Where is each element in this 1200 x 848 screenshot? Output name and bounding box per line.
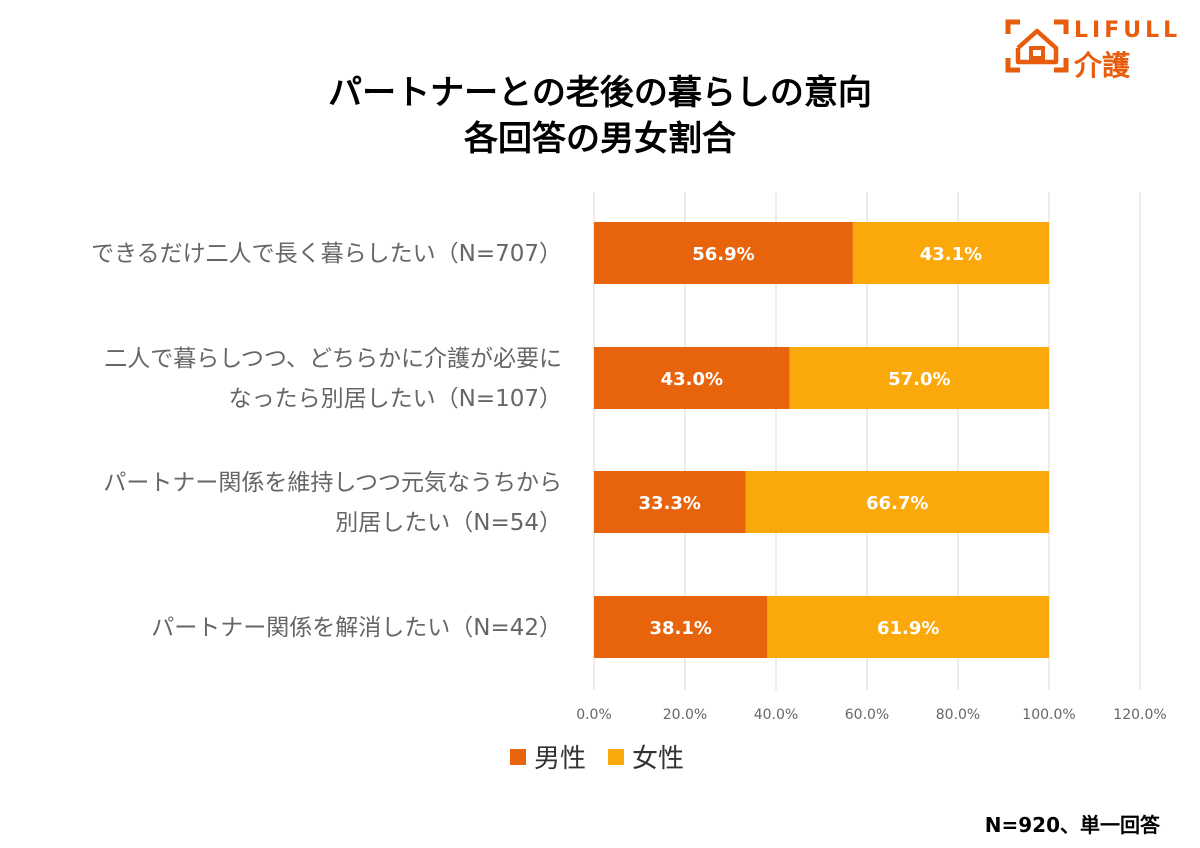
x-tick-label-6: 120.0% bbox=[1113, 707, 1166, 723]
chart-legend: 男性 女性 bbox=[510, 738, 706, 775]
category-label-2-1: 別居したい（N=54） bbox=[335, 510, 562, 536]
data-label-female-0: 43.1% bbox=[920, 244, 982, 265]
category-label-1-0: 二人で暮らしつつ、どちらかに介護が必要に bbox=[104, 346, 562, 372]
bar-male-2 bbox=[594, 471, 746, 533]
brand-jp: 介護 bbox=[1074, 49, 1131, 82]
legend-swatch-female bbox=[608, 748, 625, 765]
legend-swatch-male bbox=[510, 748, 526, 765]
category-label-2-0: パートナー関係を維持しつつ元気なうちから bbox=[103, 470, 562, 496]
legend-label-female: 女性 bbox=[632, 744, 685, 774]
category-label-3-0: パートナー関係を解消したい（N=42） bbox=[151, 615, 562, 641]
brand-logo: LIFULL 介護 bbox=[1004, 18, 1184, 82]
bar-female-1 bbox=[789, 347, 1049, 409]
legend-item-male: 男性 bbox=[510, 738, 586, 775]
chart-title-line-1: 各回答の男女割合 bbox=[464, 119, 736, 159]
x-tick-label-1: 20.0% bbox=[663, 707, 707, 723]
brand-latin: LIFULL bbox=[1074, 18, 1182, 43]
bar-male-1 bbox=[594, 347, 790, 409]
x-tick-label-0: 0.0% bbox=[576, 707, 612, 723]
legend-item-female: 女性 bbox=[608, 738, 684, 775]
data-label-female-2: 66.7% bbox=[866, 493, 928, 514]
data-label-male-1: 43.0% bbox=[661, 369, 723, 390]
data-label-male-0: 56.9% bbox=[692, 244, 754, 265]
data-label-female-3: 61.9% bbox=[877, 618, 939, 639]
x-tick-label-3: 60.0% bbox=[845, 707, 889, 723]
legend-label-male: 男性 bbox=[534, 744, 587, 774]
category-label-1-1: なったら別居したい（N=107） bbox=[229, 386, 562, 412]
category-label-0-0: できるだけ二人で長く暮らしたい（N=707） bbox=[91, 241, 562, 267]
bar-female-3 bbox=[767, 596, 1049, 658]
bar-female-2 bbox=[745, 471, 1049, 533]
bar-male-0 bbox=[594, 222, 853, 284]
x-tick-label-2: 40.0% bbox=[754, 707, 798, 723]
house-logo-icon bbox=[1005, 19, 1069, 73]
footnote: N=920、単一回答 bbox=[984, 813, 1160, 837]
data-label-male-3: 38.1% bbox=[649, 618, 711, 639]
x-tick-label-5: 100.0% bbox=[1022, 707, 1075, 723]
chart-title-line-0: パートナーとの老後の暮らしの意向 bbox=[328, 73, 872, 113]
bar-male-3 bbox=[594, 596, 768, 658]
x-tick-label-4: 80.0% bbox=[936, 707, 980, 723]
bar-female-0 bbox=[852, 222, 1049, 284]
data-label-male-2: 33.3% bbox=[639, 493, 701, 514]
data-label-female-1: 57.0% bbox=[888, 369, 950, 390]
